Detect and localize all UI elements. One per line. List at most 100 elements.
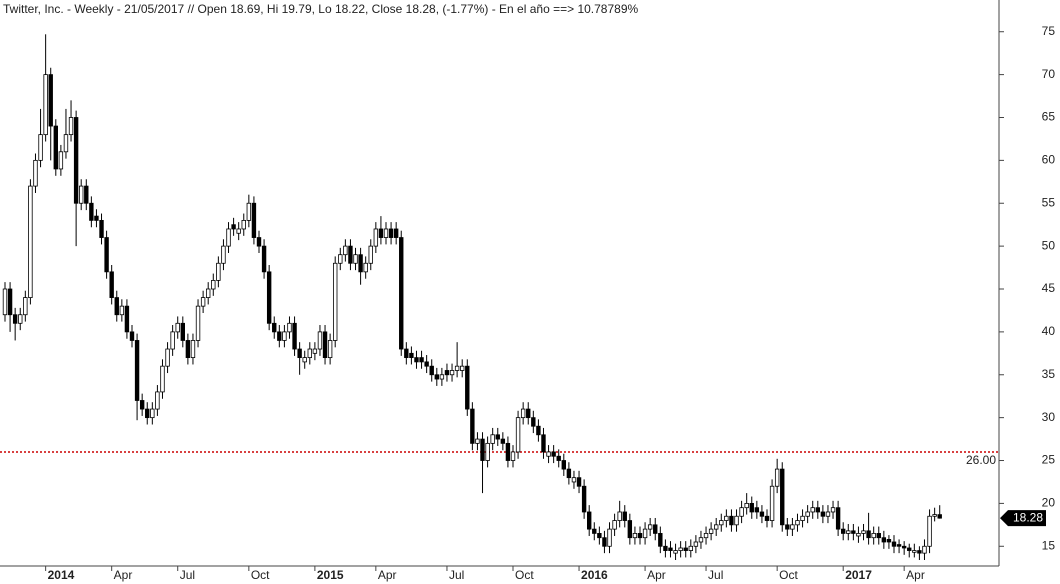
candle-body — [932, 514, 937, 517]
y-tick-label: 15 — [1042, 538, 1056, 552]
candle-body — [810, 507, 815, 513]
y-tick-label: 50 — [1042, 238, 1056, 252]
candle-body — [795, 520, 800, 526]
candle-body — [99, 219, 104, 238]
candle-body — [302, 357, 307, 363]
candle-body — [876, 533, 881, 539]
candle-body — [658, 533, 663, 547]
y-tick-label: 75 — [1042, 24, 1056, 38]
candle-body — [68, 117, 74, 136]
candle-body — [688, 545, 693, 551]
candle-body — [429, 365, 434, 376]
x-tick-label: Oct — [779, 568, 798, 582]
candle-body — [404, 348, 409, 359]
candle-body — [409, 352, 414, 359]
candle-body — [266, 271, 272, 324]
candle-body — [566, 468, 572, 479]
candle-body — [18, 314, 23, 324]
candle-body — [495, 434, 500, 440]
candle-body — [58, 151, 64, 170]
candle-body — [287, 322, 292, 333]
candle-body — [251, 202, 257, 238]
x-tick-label: Apr — [114, 568, 133, 582]
candle-body — [190, 340, 196, 359]
candle-body — [663, 545, 668, 551]
candle-body — [561, 460, 566, 470]
candle-body — [236, 228, 241, 234]
candle-body — [358, 254, 363, 273]
candle-body — [114, 297, 119, 316]
candle-body — [48, 74, 53, 127]
candle-body — [393, 228, 399, 238]
candle-body — [734, 515, 739, 526]
y-tick-label: 25 — [1042, 453, 1056, 467]
y-tick-label: 40 — [1042, 324, 1056, 338]
x-tick-label: Jul — [708, 568, 723, 582]
candle-body — [129, 331, 135, 341]
reference-label: 26.00 — [966, 453, 996, 467]
x-tick-label: Jul — [449, 568, 464, 582]
candle-body — [703, 533, 709, 539]
candle-body — [678, 547, 683, 551]
candle-body — [79, 185, 84, 204]
candle-body — [272, 322, 277, 333]
candle-body — [185, 340, 191, 359]
candle-body — [724, 515, 729, 521]
candle-body — [901, 545, 907, 549]
candle-body — [94, 215, 99, 221]
candle-body — [363, 262, 368, 273]
candle-body — [587, 511, 592, 530]
candle-body — [683, 547, 688, 551]
candle-body — [109, 271, 114, 298]
candle-body — [124, 305, 130, 333]
candle-body — [170, 331, 175, 350]
candle-body — [526, 408, 531, 419]
candle-body — [729, 515, 734, 526]
candle-body — [490, 434, 495, 444]
x-tick-label: Jul — [180, 568, 195, 582]
candle-body — [642, 528, 648, 539]
candle-body — [881, 537, 887, 543]
candle-body — [2, 288, 8, 316]
candle-body — [119, 305, 125, 316]
candle-body — [825, 511, 831, 517]
candle-body — [536, 425, 541, 436]
candle-body — [470, 408, 475, 444]
candle-body — [510, 451, 516, 461]
candle-body — [922, 545, 927, 554]
candle-body — [205, 288, 211, 298]
candle-body — [226, 228, 231, 247]
candle-body — [546, 451, 551, 457]
candle-body — [780, 468, 785, 526]
candle-body — [841, 528, 846, 534]
candle-body — [602, 537, 607, 547]
candle-body — [719, 520, 724, 526]
candle-body — [38, 134, 43, 161]
candle-body — [668, 547, 673, 551]
candle-body — [145, 408, 150, 419]
y-tick-label: 60 — [1042, 153, 1056, 167]
y-tick-label: 45 — [1042, 281, 1056, 295]
candle-body — [277, 331, 282, 341]
candle-body — [73, 117, 79, 204]
candle-body — [89, 202, 94, 221]
candle-body — [744, 502, 749, 509]
chart-title: Twitter, Inc. - Weekly - 21/05/2017 // O… — [3, 2, 638, 16]
candle-body — [764, 515, 770, 521]
candle-body — [465, 365, 470, 410]
candle-body — [693, 541, 699, 547]
candle-body — [520, 408, 526, 419]
candle-body — [200, 297, 206, 307]
candle-body — [195, 305, 201, 341]
x-tick-label: Oct — [515, 568, 534, 582]
candle-body — [871, 533, 876, 539]
candle-body — [617, 511, 622, 521]
x-tick-label: 2016 — [581, 568, 608, 582]
candle-body — [338, 254, 343, 264]
x-tick-label: Oct — [251, 568, 270, 582]
candle-body — [531, 417, 536, 427]
candle-body — [790, 524, 795, 530]
candle-body — [835, 507, 841, 530]
candle-body — [155, 391, 160, 410]
